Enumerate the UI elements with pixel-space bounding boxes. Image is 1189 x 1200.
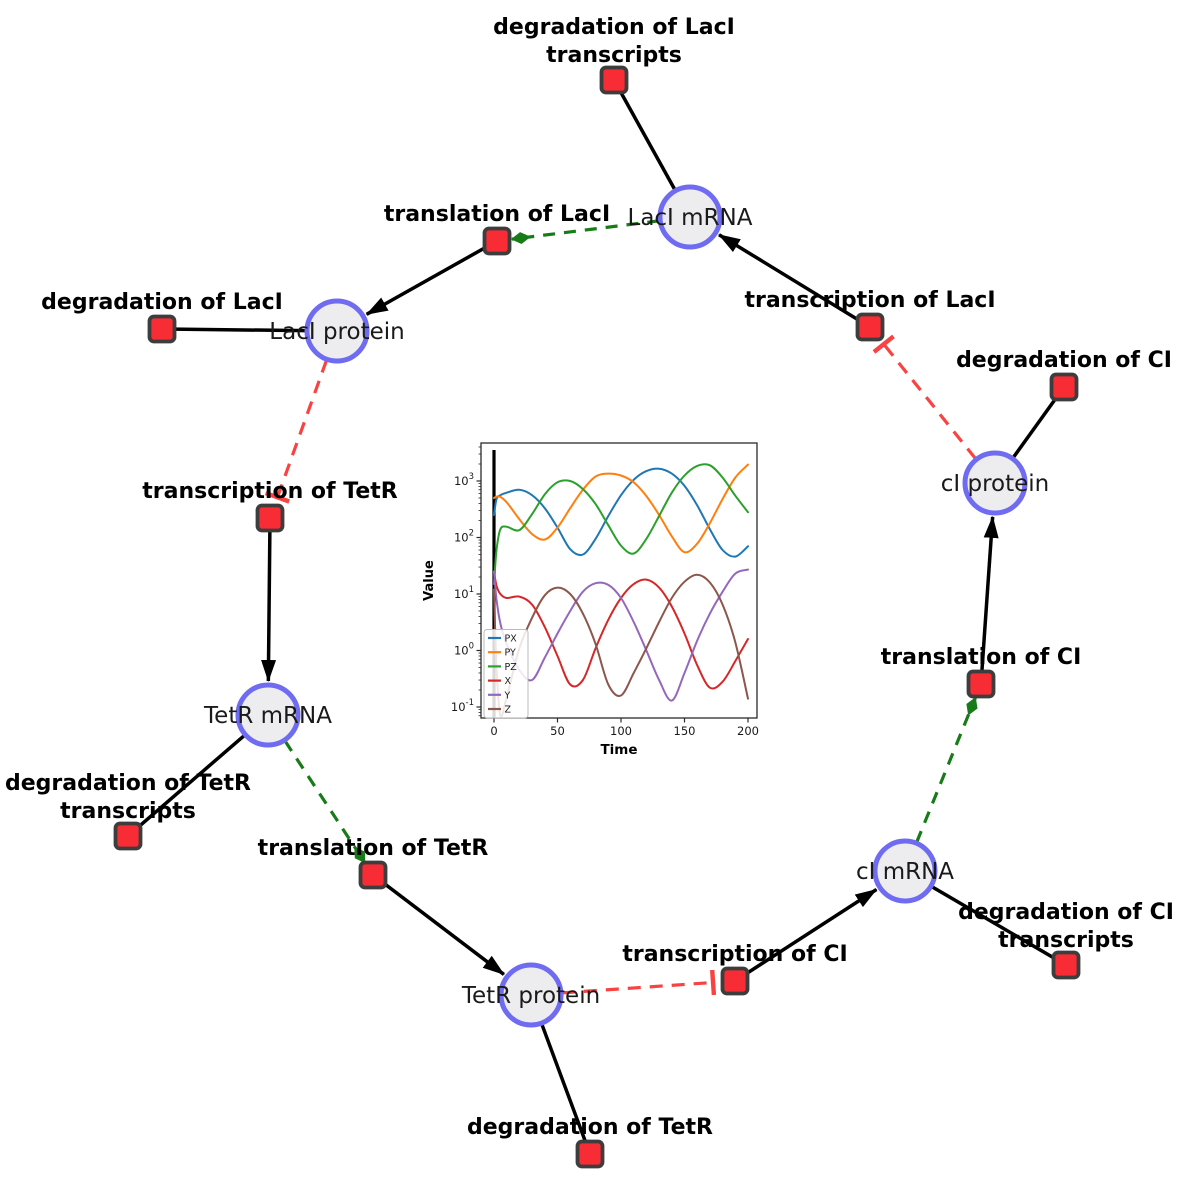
species-node-cI_mRNA — [872, 838, 938, 904]
edge-transc_lacI-lacI_mRNA-production — [718, 233, 870, 328]
reaction-label-deg_lacI_tx-line0: degradation of LacI — [493, 15, 735, 40]
legend-label-PY: PY — [505, 648, 517, 659]
edge-lacI_protein-deg_lacI-consumption — [163, 327, 307, 333]
species-node-lacI_mRNA — [657, 184, 723, 250]
edge-transl_tetR-tetR_protein-production — [373, 874, 505, 976]
reaction-node-transc_cI — [720, 966, 750, 996]
x-tick-label: 50 — [550, 724, 565, 738]
edge-lacI_mRNA-deg_lacI_tx-consumption — [613, 80, 677, 191]
reaction-node-transc_lacI — [855, 312, 885, 342]
reaction-label-deg_tetR_tx-line1: transcripts — [60, 799, 196, 824]
edge-transl_lacI-lacI_protein-production — [365, 240, 497, 316]
reaction-label-deg_cI-line0: degradation of CI — [956, 348, 1172, 373]
labels-layer: LacI mRNA LacI protein TetR mRNA TetR prote… — [5, 15, 1174, 1140]
edge-tetR_mRNA-deg_tetR_tx-consumption — [128, 733, 246, 837]
species-label-tetR_protein: TetR protein — [461, 983, 600, 1009]
reaction-label-deg_cI_tx-line1: transcripts — [998, 928, 1134, 953]
x-tick-label: 150 — [674, 724, 696, 738]
edge-lacI_protein-transc_tetR-inhibition — [264, 359, 329, 504]
reaction-node-transl_cI — [966, 669, 996, 699]
series-line-PY — [493, 463, 749, 554]
species-label-cI_protein: cI protein — [941, 471, 1050, 497]
y-tick-label-10e3: 103 — [454, 472, 474, 488]
x-tick-label: 0 — [490, 724, 497, 738]
reaction-node-transc_tetR — [255, 503, 285, 533]
species-node-tetR_mRNA — [235, 682, 301, 748]
reaction-node-deg_tetR — [575, 1139, 605, 1169]
species-node-cI_protein — [962, 450, 1028, 516]
reaction-label-deg_tetR_tx-line0: degradation of TetR — [5, 771, 251, 796]
species-label-lacI_protein: LacI protein — [269, 319, 404, 345]
edge-transc_tetR-tetR_mRNA-production — [261, 519, 277, 683]
legend-label-X: X — [505, 676, 512, 687]
x-tick-label: 200 — [737, 724, 759, 738]
species-nodes-layer — [235, 184, 1028, 1028]
reaction-node-deg_cI_tx — [1051, 950, 1081, 980]
edge-transl_cI-cI_protein-production — [979, 515, 999, 683]
x-axis-label: Time — [600, 742, 637, 758]
reaction-label-transl_tetR-line0: translation of TetR — [258, 836, 489, 861]
edge-lacI_mRNA-transl_lacI-modifier — [510, 219, 660, 244]
reaction-node-deg_cI — [1049, 372, 1079, 402]
edge-tetR_protein-deg_tetR-consumption — [540, 1023, 591, 1153]
reaction-label-transl_lacI-line0: translation of LacI — [384, 202, 610, 227]
series-line-X — [493, 570, 749, 690]
reaction-nodes-layer — [113, 65, 1081, 1169]
y-tick-label-10e1: 101 — [454, 585, 474, 601]
species-node-tetR_protein — [498, 962, 564, 1028]
edge-cI_protein-transc_lacI-inhibition — [872, 334, 977, 460]
reaction-node-transl_tetR — [358, 860, 388, 890]
x-tick-label: 100 — [610, 724, 632, 738]
y-tick-label-10e2: 102 — [454, 529, 474, 545]
y-tick-label-10e0: 100 — [454, 642, 474, 658]
edge-tetR_mRNA-transl_tetR-modifier — [283, 740, 367, 864]
edge-transc_cI-cI_mRNA-production — [735, 888, 878, 982]
reaction-label-deg_tetR-line0: degradation of TetR — [467, 1115, 713, 1140]
y-tick-label-10e-1: 10-1 — [451, 698, 474, 714]
legend-label-PZ: PZ — [505, 662, 518, 673]
series-line-PZ — [493, 463, 749, 586]
species-label-cI_mRNA: cI mRNA — [856, 859, 954, 885]
reaction-node-deg_tetR_tx — [113, 821, 143, 851]
reaction-label-transc_cI-line0: transcription of CI — [622, 942, 847, 967]
reaction-label-deg_cI_tx-line0: degradation of CI — [958, 900, 1174, 925]
species-label-lacI_mRNA: LacI mRNA — [628, 205, 753, 231]
edge-cI_mRNA-transl_cI-modifier — [915, 696, 978, 843]
reaction-label-transc_lacI-line0: transcription of LacI — [744, 288, 995, 313]
reaction-label-transc_tetR-line0: transcription of TetR — [142, 479, 398, 504]
reaction-node-deg_lacI — [147, 314, 177, 344]
legend-label-PX: PX — [505, 634, 518, 645]
y-axis-label: Value — [422, 560, 437, 601]
series-line-PX — [493, 467, 749, 558]
reaction-node-transl_lacI — [482, 226, 512, 256]
edge-tetR_protein-transc_cI-inhibition — [561, 969, 717, 996]
reaction-label-transl_cI-line0: translation of CI — [881, 645, 1082, 670]
species-node-lacI_protein — [304, 298, 370, 364]
reaction-label-deg_lacI_tx-line1: transcripts — [546, 43, 682, 68]
edges-layer — [128, 80, 1066, 1153]
reaction-node-deg_lacI_tx — [599, 65, 629, 95]
species-label-tetR_mRNA: TetR mRNA — [203, 703, 332, 729]
edge-cI_mRNA-deg_cI_tx-consumption — [930, 885, 1066, 966]
inset-chart: 0 50 100 150 200 10-1 100 101 102 103 Time Value PX P… — [419, 431, 775, 786]
legend-label-Y: Y — [504, 690, 511, 701]
reaction-label-deg_lacI-line0: degradation of LacI — [41, 290, 283, 315]
legend-label-Z: Z — [505, 705, 512, 716]
